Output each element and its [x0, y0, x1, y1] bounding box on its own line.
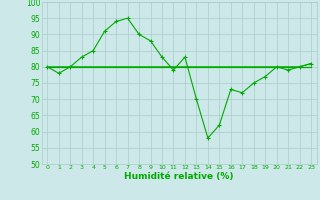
- X-axis label: Humidité relative (%): Humidité relative (%): [124, 172, 234, 181]
